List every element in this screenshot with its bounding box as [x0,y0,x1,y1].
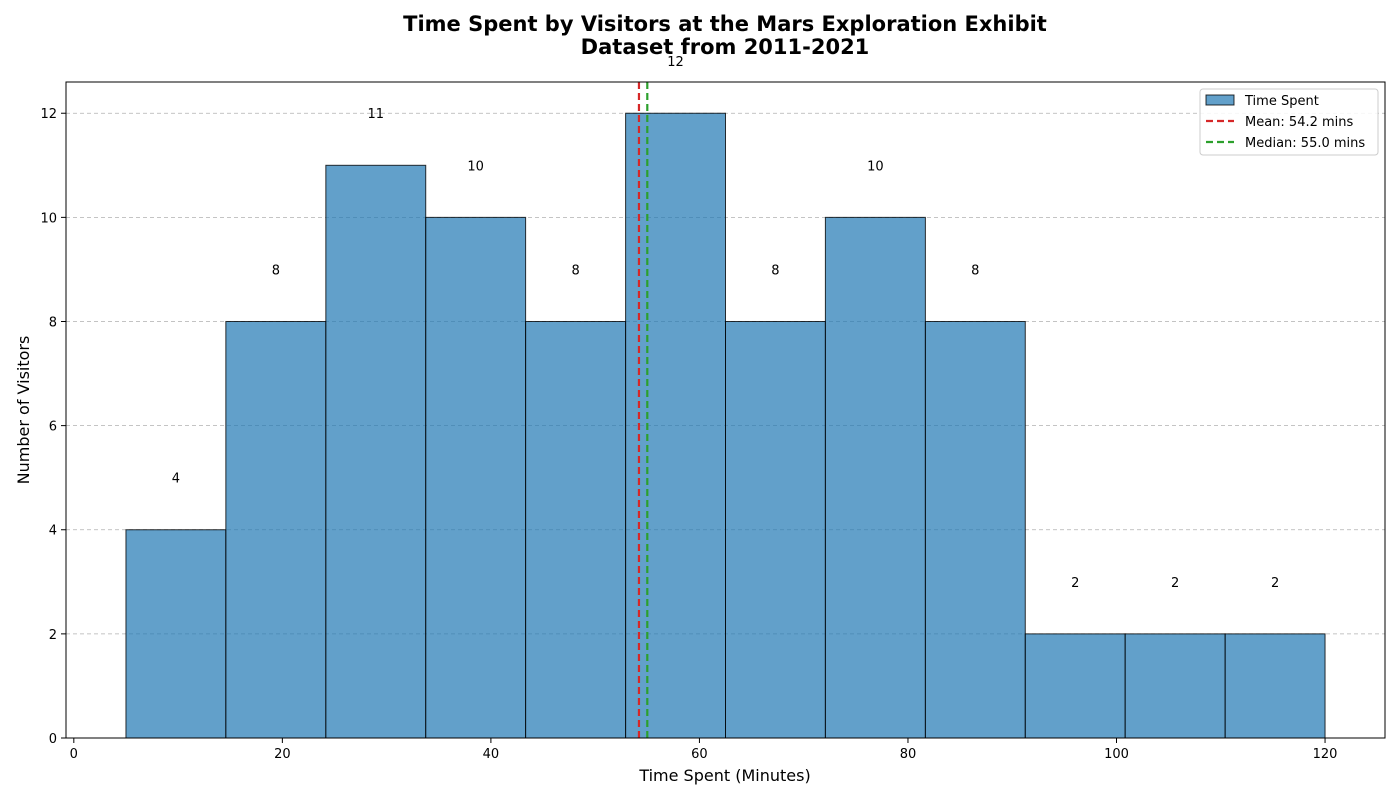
x-tick-label-4: 80 [900,747,917,762]
x-tick-label-5: 100 [1104,747,1129,762]
y-axis-label: Number of Visitors [14,336,33,485]
bar-8 [924,320,1026,739]
y-tick-label-6: 12 [40,107,57,122]
chart-title: Time Spent by Visitors at the Mars Explo… [403,12,1047,36]
bar-2 [325,164,427,739]
bar-4 [525,320,627,739]
bar-6 [725,320,826,739]
data-label-8: 8 [971,263,979,278]
x-axis-label: Time Spent (Minutes) [638,766,810,785]
y-tick-label-3: 6 [49,420,57,435]
data-label-2: 11 [368,107,385,122]
y-tick-label-4: 8 [49,315,57,330]
bar-3 [425,216,527,739]
bar-0 [125,529,227,739]
legend-box [1199,88,1379,156]
data-label-6: 8 [771,263,779,278]
legend-label-median: Median: 55.0 mins [1245,136,1365,151]
data-label-4: 8 [571,263,579,278]
legend-swatch-time-spent [1205,94,1235,106]
legend-label-time-spent: Time Spent [1244,94,1319,109]
data-label-7: 10 [867,159,884,174]
bar-1 [225,320,327,739]
y-axis-ticks: 0 2 4 6 8 10 12 [40,107,66,747]
data-label-0: 4 [172,472,180,487]
plot-frame [65,81,1386,739]
data-label-9: 2 [1071,576,1079,591]
data-label-11: 2 [1271,576,1279,591]
legend: Time Spent Mean: 54.2 mins Median: 55.0 … [1199,88,1379,156]
y-tick-label-5: 10 [40,211,57,226]
x-tick-label-2: 40 [483,747,500,762]
bar-10 [1124,633,1226,739]
y-tick-label-1: 2 [49,628,57,643]
x-tick-label-1: 20 [274,747,291,762]
histogram-bars [125,112,1326,739]
bar-9 [1024,633,1126,739]
x-axis-ticks: 0 20 40 60 80 100 120 [70,738,1338,762]
y-tick-label-0: 0 [49,732,57,747]
data-label-3: 10 [467,159,484,174]
bar-7 [824,216,926,739]
x-tick-label-0: 0 [70,747,78,762]
x-tick-label-6: 120 [1313,747,1338,762]
bar-5 [625,112,727,739]
bar-11 [1224,633,1326,739]
chart-subtitle: Dataset from 2011-2021 [581,35,870,59]
data-label-1: 8 [272,263,280,278]
legend-label-mean: Mean: 54.2 mins [1245,115,1354,130]
data-label-10: 2 [1171,576,1179,591]
y-tick-label-2: 4 [49,524,57,539]
x-tick-label-3: 60 [691,747,708,762]
data-labels: 4 8 11 10 8 12 8 10 8 2 2 2 [172,55,1279,591]
data-label-5: 12 [667,55,684,70]
